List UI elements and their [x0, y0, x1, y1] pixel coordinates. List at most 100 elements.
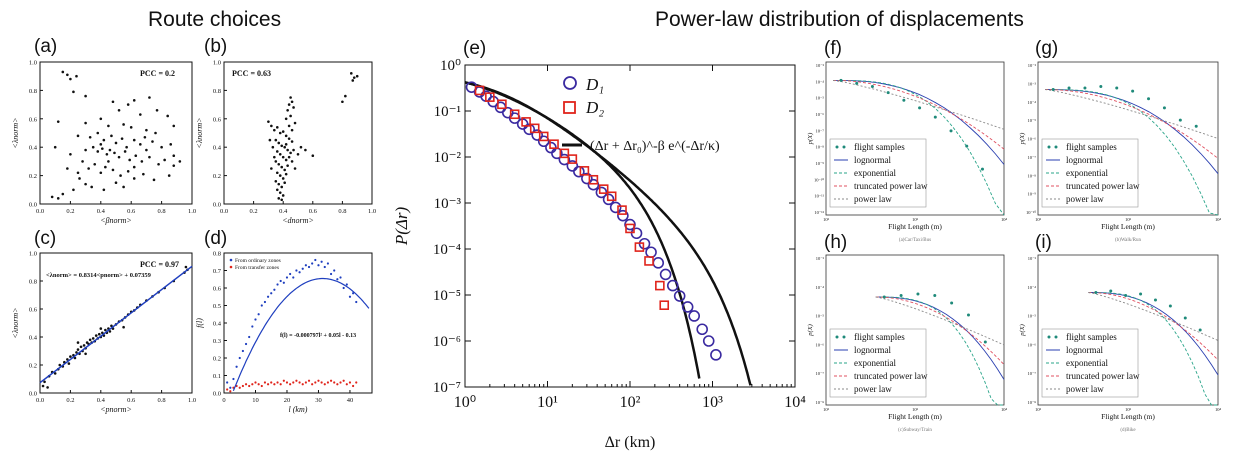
- data-point-b: [277, 197, 281, 200]
- data-point-d-ordinary: [304, 264, 307, 267]
- data-point-d-ordinary: [298, 271, 301, 274]
- x-tick-label-d: 10: [252, 397, 259, 404]
- x-tick-label-i: 10⁴: [1215, 407, 1222, 412]
- x-tick-label-a: 0.4: [97, 208, 106, 215]
- y-tick-label-d: 0.2: [213, 356, 221, 363]
- x-axis-label-f: Flight Length (m): [888, 222, 942, 231]
- data-point-a: [123, 150, 127, 153]
- data-point-b: [283, 168, 286, 172]
- legend-marker-i: [1047, 335, 1051, 339]
- data-point-d1: [696, 323, 708, 336]
- data-point-b: [278, 174, 282, 177]
- panel-label-g: (g): [1035, 38, 1059, 59]
- data-point-c: [91, 337, 95, 340]
- y-tick-label-g: 10⁻⁷: [1028, 155, 1037, 160]
- data-point-b: [284, 172, 288, 176]
- fit-curve-e-2: [464, 81, 752, 386]
- x-tick-label-a: 1.0: [188, 208, 196, 215]
- y-axis-label-e: P(Δr): [392, 207, 411, 247]
- legend-box-f: [829, 138, 927, 208]
- data-point-d-ordinary: [336, 278, 339, 281]
- data-point-d1: [573, 165, 585, 178]
- data-point-b: [293, 121, 297, 125]
- data-point-b: [292, 106, 295, 109]
- panel-label-d: (d): [204, 228, 228, 249]
- data-point-b: [280, 165, 284, 169]
- legend-marker-h: [842, 335, 846, 339]
- data-point-d1: [681, 301, 694, 313]
- flight-sample-g: [1131, 89, 1135, 93]
- y-tick-label-f: 10⁻¹¹: [814, 194, 824, 199]
- data-point-b: [352, 76, 356, 79]
- caption-i: (d)Bike: [1120, 428, 1136, 433]
- data-point-b: [290, 128, 294, 132]
- legend-label-g: power law: [1066, 194, 1104, 204]
- data-point-c: [122, 325, 125, 329]
- y-tick-label-h: 10⁻⁴: [816, 285, 825, 290]
- y-axis-label-i: p(X): [1019, 324, 1026, 337]
- data-point-a: [56, 120, 60, 123]
- data-point-a: [152, 178, 156, 182]
- data-point-b: [275, 188, 279, 192]
- data-point-b: [278, 131, 282, 135]
- flight-sample-f: [933, 115, 937, 119]
- x-tick-label-e: 10⁰: [454, 394, 476, 411]
- data-point-d-ordinary: [301, 267, 304, 270]
- data-point-a: [78, 177, 81, 180]
- x-axis-label-i: Flight Length (m): [1101, 412, 1155, 421]
- data-point-c: [101, 331, 104, 335]
- x-tick-label-f: 10³: [912, 217, 919, 222]
- data-point-d-ordinary: [307, 265, 311, 269]
- data-point-b: [284, 117, 288, 121]
- data-point-b: [281, 194, 285, 197]
- data-point-a: [142, 172, 145, 176]
- x-tick-label-d: 20: [284, 397, 291, 404]
- data-point-d-transfer: [260, 384, 263, 388]
- y-axis-label-h: p(X): [807, 324, 814, 337]
- x-tick-label-d: 30: [315, 397, 322, 404]
- y-tick-label-a: 0.0: [29, 202, 37, 209]
- x-tick-label-a: 0.0: [36, 208, 44, 215]
- data-point-d-transfer: [345, 383, 348, 386]
- data-point-d-transfer: [292, 381, 295, 384]
- data-point-b: [284, 134, 288, 138]
- data-point-d-transfer: [295, 379, 298, 382]
- y-axis-label-c: <λnorm>: [11, 307, 20, 338]
- data-point-b: [283, 181, 286, 184]
- y-tick-label-f: 10⁻¹²: [814, 210, 824, 215]
- data-point-d-transfer: [301, 383, 304, 386]
- data-point-c: [41, 384, 45, 388]
- legend-label-h: power law: [854, 384, 892, 394]
- x-tick-label-b: 0.6: [309, 208, 318, 215]
- flight-sample-f: [918, 106, 922, 110]
- x-axis-label-a: <βnorm>: [100, 216, 132, 225]
- data-point-c: [53, 372, 57, 375]
- x-tick-label-g: 10⁴: [1215, 217, 1222, 222]
- data-point-d-transfer: [339, 381, 342, 384]
- data-point-a: [107, 124, 110, 128]
- x-tick-label-d: 0: [222, 397, 225, 404]
- data-point-d2: [634, 242, 645, 252]
- data-point-d-transfer: [248, 384, 251, 388]
- fit-curve-i-truncated: [1088, 292, 1219, 361]
- data-point-b: [286, 108, 289, 112]
- legend-marker-g: [1047, 145, 1051, 149]
- y-tick-label-a: 1.0: [29, 60, 37, 67]
- flight-sample-h: [950, 301, 954, 305]
- x-tick-label-h: 10⁴: [1001, 407, 1008, 412]
- x-tick-label-g: 10³: [1125, 217, 1132, 222]
- x-tick-label-b: 0.2: [250, 208, 258, 215]
- data-point-d-transfer: [329, 379, 333, 382]
- data-point-d1: [537, 135, 550, 148]
- plot-frame-g: [1037, 61, 1219, 216]
- data-point-b: [280, 198, 284, 202]
- flight-sample-i: [1153, 298, 1157, 302]
- data-point-b: [290, 140, 294, 143]
- y-tick-label-g: 10⁻⁹: [1028, 192, 1037, 197]
- data-point-d1: [688, 310, 700, 322]
- fit-curve-h-powerlaw: [875, 296, 1005, 346]
- fit-curve-h-truncated: [875, 296, 1005, 365]
- legend-marker-d1: [563, 76, 577, 90]
- fit-curve-f-powerlaw: [833, 79, 1005, 130]
- data-point-d2: [598, 184, 609, 194]
